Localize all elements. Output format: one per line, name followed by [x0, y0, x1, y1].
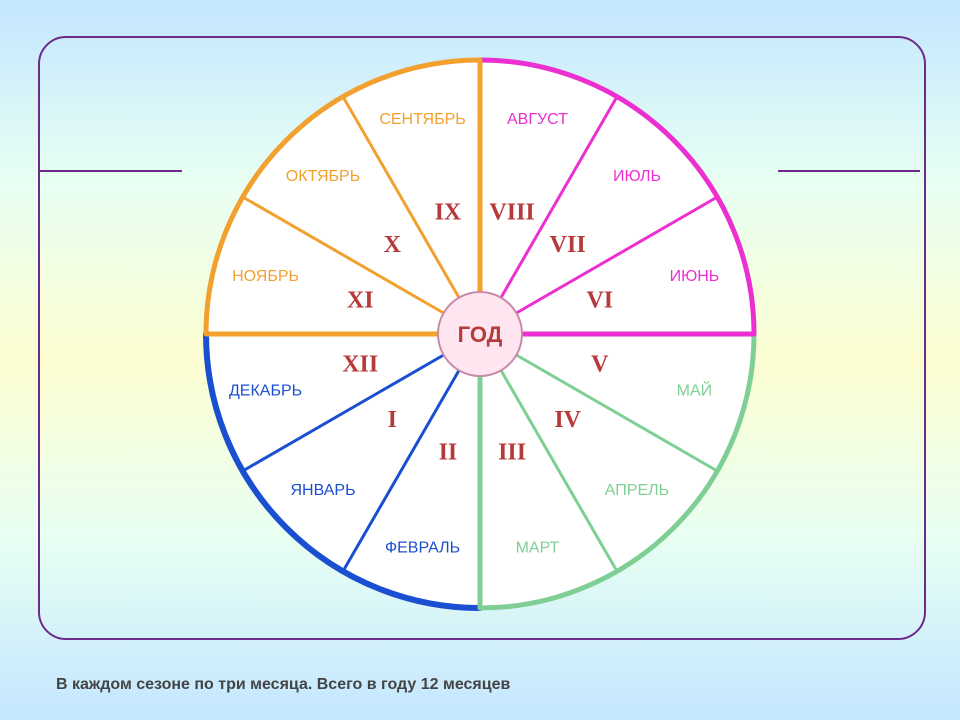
roman-9: IX: [435, 200, 462, 226]
divider-right: [778, 170, 920, 172]
month-4: АПРЕЛЬ: [605, 482, 669, 499]
roman-6: VI: [586, 287, 613, 313]
roman-3: III: [498, 439, 526, 465]
roman-2: II: [439, 439, 458, 465]
roman-7: VII: [550, 232, 586, 258]
slide-background: IIIМАРТIVАПРЕЛЬVМАЙVIИЮНЬVIIИЮЛЬVIIIАВГУ…: [0, 0, 960, 720]
month-1: ЯНВАРЬ: [290, 482, 355, 499]
month-12: ДЕКАБРЬ: [229, 383, 302, 400]
roman-1: I: [388, 407, 397, 433]
roman-11: XI: [347, 287, 374, 313]
roman-5: V: [591, 352, 609, 378]
center-label: ГОД: [458, 322, 503, 347]
roman-8: VIII: [489, 200, 534, 226]
year-wheel: IIIМАРТIVАПРЕЛЬVМАЙVIИЮНЬVIIИЮЛЬVIIIАВГУ…: [182, 36, 778, 632]
roman-12: XII: [342, 352, 378, 378]
month-3: МАРТ: [516, 540, 560, 557]
roman-4: IV: [554, 407, 581, 433]
month-6: ИЮНЬ: [670, 268, 720, 285]
month-9: СЕНТЯБРЬ: [379, 111, 465, 128]
divider-left: [40, 170, 182, 172]
caption-text: В каждом сезоне по три месяца. Всего в г…: [56, 676, 510, 694]
roman-10: X: [384, 232, 402, 258]
month-2: ФЕВРАЛЬ: [385, 540, 460, 557]
month-11: НОЯБРЬ: [232, 268, 299, 285]
month-7: ИЮЛЬ: [613, 168, 661, 185]
month-5: МАЙ: [677, 381, 713, 400]
month-10: ОКТЯБРЬ: [286, 168, 360, 185]
month-8: АВГУСТ: [507, 111, 568, 128]
